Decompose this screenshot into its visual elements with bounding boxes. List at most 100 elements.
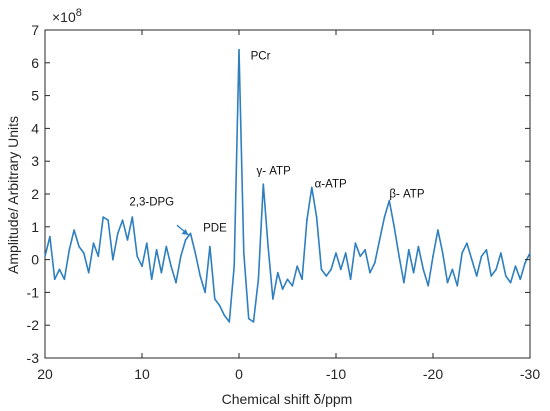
data-point: [44, 255, 46, 258]
data-point: [509, 281, 512, 284]
data-point: [383, 216, 386, 218]
data-point: [267, 245, 269, 248]
data-point: [480, 255, 483, 258]
data-point: [529, 252, 531, 254]
data-point: [446, 281, 449, 284]
data-point: [73, 229, 75, 231]
data-point: [78, 245, 80, 248]
data-point: [311, 186, 313, 189]
data-point: [121, 219, 124, 221]
x-axis-label: Chemical shift δ/ppm: [222, 391, 353, 407]
data-point: [68, 249, 71, 251]
y-axis-label: Amplitude/ Arbitrary Units: [5, 116, 21, 274]
data-point: [475, 275, 478, 277]
data-point: [403, 281, 405, 284]
data-point: [451, 268, 454, 271]
data-point: [296, 265, 299, 268]
data-point: [408, 249, 410, 251]
data-point: [277, 271, 279, 274]
data-point: [320, 268, 323, 271]
data-point: [301, 278, 303, 281]
data-point: [228, 321, 231, 323]
x-tick-label: -30: [520, 366, 540, 382]
data-point: [184, 239, 187, 241]
data-point: [49, 235, 51, 238]
data-point: [218, 304, 221, 307]
x-tick-label: 10: [134, 366, 150, 382]
data-point: [349, 278, 352, 281]
data-point: [112, 258, 114, 261]
data-point: [146, 242, 148, 244]
peak-annotation: β- ATP: [389, 188, 424, 200]
data-point: [189, 232, 192, 235]
x-tick-label: 20: [37, 366, 53, 382]
data-point: [204, 291, 206, 294]
peak-annotation: α-ATP: [315, 178, 347, 190]
data-point: [441, 252, 444, 254]
data-point: [422, 268, 425, 271]
data-point: [83, 252, 85, 254]
data-point: [53, 278, 56, 281]
data-point: [291, 285, 294, 287]
y-tick-label: -2: [27, 317, 40, 333]
data-point: [262, 183, 265, 185]
data-point: [199, 275, 201, 277]
data-point: [330, 268, 332, 271]
data-point: [417, 245, 420, 248]
data-point: [223, 314, 226, 317]
x-tick-label: 0: [235, 366, 243, 382]
data-point: [315, 216, 318, 218]
data-point: [165, 245, 168, 248]
data-point: [214, 298, 216, 300]
data-point: [432, 255, 434, 258]
y-tick-label: -1: [27, 284, 40, 300]
y-tick-label: 3: [31, 153, 39, 169]
data-point: [398, 255, 400, 258]
data-point: [141, 265, 143, 268]
y-tick-label: 7: [31, 22, 39, 38]
data-point: [155, 249, 158, 251]
peak-annotation: PDE: [203, 223, 227, 235]
y-tick-label: 2: [31, 186, 39, 202]
peak-annotation: PCr: [251, 51, 271, 63]
data-point: [354, 242, 357, 244]
data-point: [519, 278, 522, 281]
data-point: [257, 278, 260, 281]
y-tick-label: 5: [31, 88, 39, 104]
data-point: [437, 229, 439, 231]
x-tick-label: -10: [326, 366, 346, 382]
data-point: [281, 288, 284, 290]
peak-annotation: γ- ATP: [256, 165, 291, 177]
data-point: [388, 199, 391, 202]
y-axis: -3 -2 -1 0 1 2 3 4 5 6 7: [27, 22, 530, 366]
data-point: [393, 226, 396, 228]
data-point: [286, 278, 289, 281]
y-tick-label: 4: [31, 120, 39, 136]
data-point: [97, 255, 100, 258]
data-point: [233, 265, 235, 268]
x-tick-label: -20: [423, 366, 443, 382]
data-point: [524, 262, 526, 264]
data-point: [87, 271, 90, 274]
data-point: [272, 298, 274, 300]
peak-annotation: 2,3-DPG: [129, 196, 174, 208]
data-point: [180, 255, 182, 258]
data-point: [325, 275, 328, 277]
y-multiplier: ×108: [52, 7, 82, 25]
data-point: [490, 275, 493, 277]
data-point: [514, 265, 517, 268]
y-tick-label: 1: [31, 219, 39, 235]
data-point: [136, 255, 138, 258]
x-axis: 20 10 0 -10 -20 -30: [37, 30, 540, 382]
data-point: [485, 249, 488, 251]
data-point: [107, 219, 109, 221]
data-point: [247, 317, 250, 320]
data-point: [238, 48, 240, 51]
plot-frame: [44, 29, 531, 359]
data-point: [131, 216, 134, 218]
y-tick-label: -3: [27, 350, 40, 366]
y-tick-label: 0: [31, 252, 39, 268]
data-point: [340, 268, 342, 271]
data-point: [344, 252, 347, 254]
